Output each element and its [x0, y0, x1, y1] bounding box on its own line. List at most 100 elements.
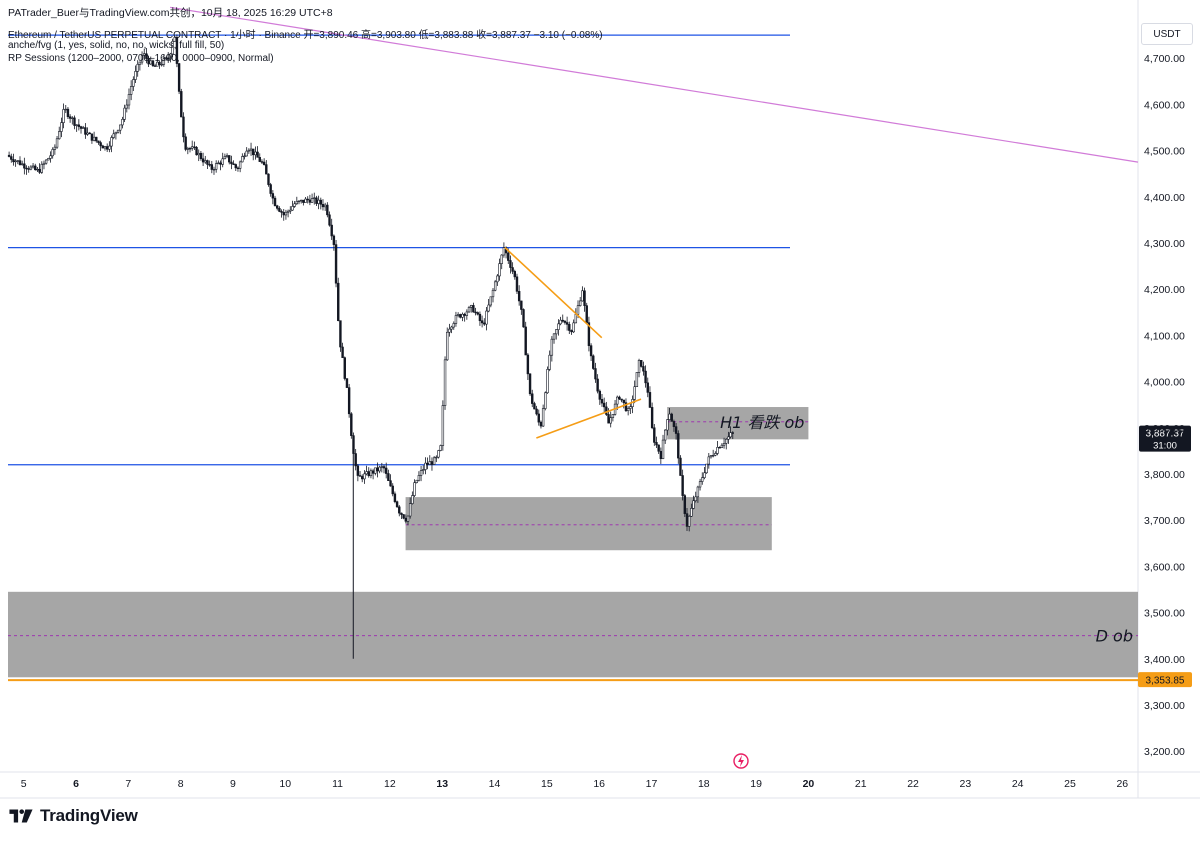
order-block-zone[interactable] [667, 407, 809, 440]
candle [304, 197, 307, 203]
candle-body [718, 446, 721, 449]
candle [637, 358, 641, 378]
candle [101, 144, 105, 149]
candle [339, 320, 342, 352]
x-tick-label: 8 [178, 778, 184, 790]
candle [424, 457, 427, 475]
candle-body [633, 386, 636, 400]
candle [533, 401, 536, 410]
candle [58, 126, 61, 140]
y-tick-label: 3,300.00 [1144, 700, 1185, 712]
candle [293, 201, 296, 208]
candle-body [29, 166, 33, 170]
symbol-title[interactable]: Ethereum / TetherUS PERPETUAL CONTRACT ·… [8, 30, 301, 41]
x-tick-label: 6 [73, 778, 79, 790]
candle-body [559, 319, 562, 325]
candle-body [267, 173, 270, 185]
y-tick-label: 3,400.00 [1144, 654, 1185, 666]
order-block-zone[interactable] [8, 591, 1138, 678]
candle-body [587, 322, 591, 346]
candle-body [561, 319, 564, 322]
candle-body [14, 160, 17, 163]
candle [38, 163, 41, 174]
candle-body [670, 413, 673, 422]
candle [234, 163, 237, 172]
candle-body [136, 63, 139, 72]
candle [254, 146, 257, 160]
candle [389, 474, 392, 487]
candle-body [653, 427, 656, 443]
candle [696, 485, 700, 503]
candle [367, 467, 370, 478]
indicator-fvg-legend[interactable]: anche/fvg (1, yes, solid, no, no, wicks,… [8, 40, 225, 51]
currency-button[interactable]: USDT [1141, 23, 1193, 45]
candle-body [605, 406, 608, 415]
candle-body [384, 467, 388, 474]
candle-body [132, 79, 135, 87]
order-block-zone[interactable] [405, 497, 772, 551]
candle-body [476, 312, 479, 315]
candle-body [666, 419, 669, 431]
candle-body [611, 414, 615, 418]
candle [297, 200, 301, 205]
candle-body [345, 378, 349, 388]
candle-body [247, 149, 251, 152]
candle [578, 296, 582, 307]
candle [398, 505, 401, 517]
candle [140, 51, 144, 65]
candle [391, 483, 394, 497]
candle-body [701, 477, 704, 482]
candle [36, 166, 39, 173]
candle-body [145, 53, 148, 59]
trend-line[interactable] [536, 398, 642, 439]
y-tick-label: 3,200.00 [1144, 746, 1185, 758]
candle-body [108, 145, 111, 150]
candle [12, 153, 15, 166]
candle-body [393, 493, 397, 502]
candle [459, 313, 462, 319]
candle [186, 146, 190, 155]
candle-body [687, 515, 691, 527]
zone-label: D ob [1096, 627, 1133, 646]
tradingview-logo[interactable]: TradingView [8, 806, 138, 826]
candle-body [644, 370, 647, 384]
candle [313, 192, 316, 205]
diagonal-trend-line[interactable] [170, 6, 1139, 163]
trend-line[interactable] [504, 247, 603, 339]
candle-body [138, 61, 142, 65]
candle-body [592, 355, 595, 369]
candle-body [232, 163, 235, 165]
candle [679, 455, 682, 476]
candle-body [674, 426, 678, 434]
candle [27, 165, 30, 173]
indicator-sessions-legend[interactable]: RP Sessions (1200–2000, 0700–1600, 0000–… [8, 53, 274, 64]
candle-body [624, 402, 628, 412]
candle-body [424, 462, 427, 470]
candle [561, 314, 564, 323]
candle [690, 503, 693, 517]
candle [454, 311, 458, 327]
candle [132, 76, 135, 92]
candle [500, 254, 503, 270]
candle-body [371, 470, 375, 474]
candle-body [291, 206, 294, 211]
candle-body [350, 413, 353, 436]
candle [145, 47, 148, 64]
candle-body [241, 156, 244, 163]
candle [565, 316, 569, 331]
candle [119, 124, 122, 135]
candle-body [626, 408, 630, 412]
candle-body [343, 357, 346, 379]
candle [463, 312, 466, 322]
candle [90, 133, 94, 144]
candle [82, 125, 85, 129]
candle [125, 99, 128, 113]
candle-body [95, 136, 98, 142]
candle [422, 465, 425, 475]
candle [622, 399, 625, 409]
candle-body [201, 158, 205, 163]
x-tick-label: 20 [803, 778, 815, 790]
candle [729, 426, 732, 439]
y-tick-label: 3,500.00 [1144, 608, 1185, 620]
